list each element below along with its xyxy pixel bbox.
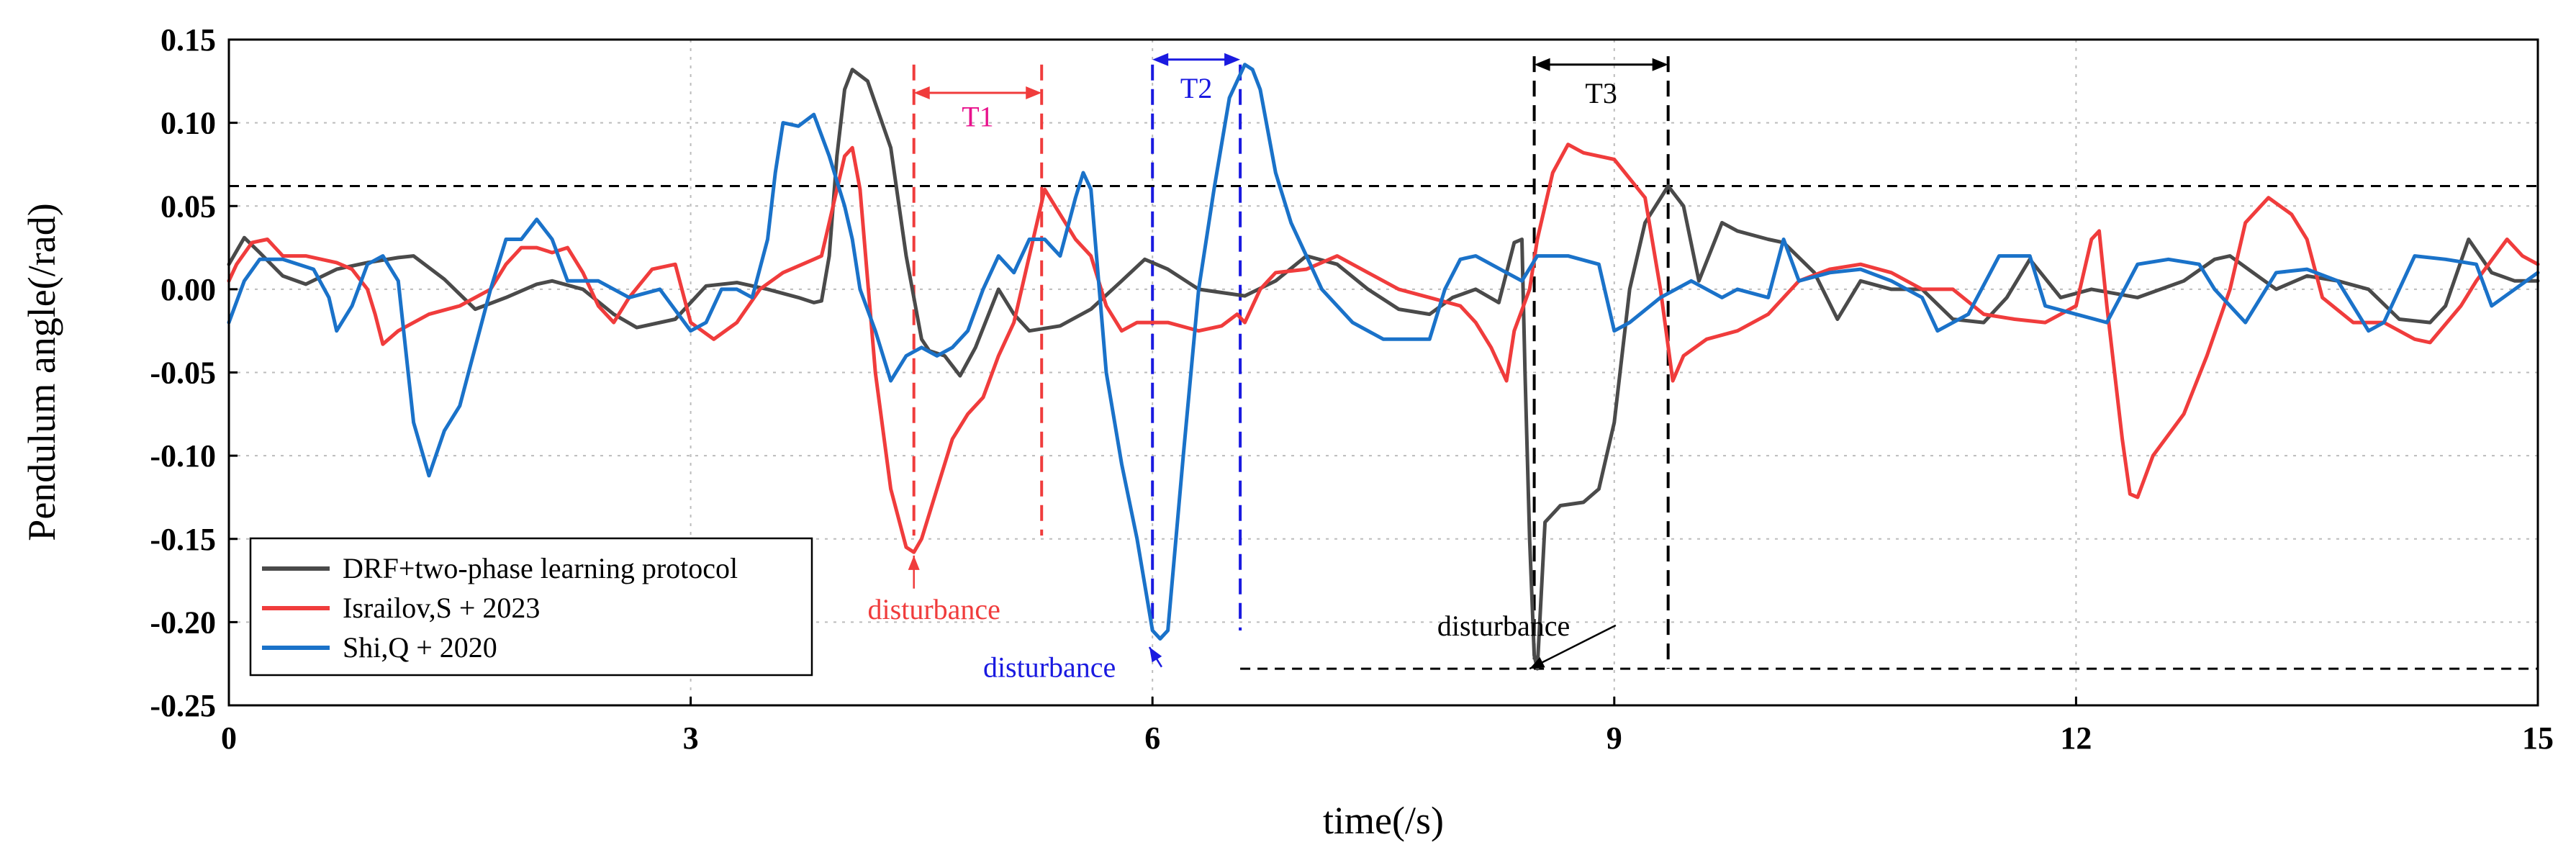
disturbance-annotations: disturbance disturbance disturbance: [868, 555, 1617, 684]
arrowhead-left: [913, 86, 930, 99]
disturbance-label: disturbance: [983, 651, 1116, 684]
y-tick-label: 0.00: [161, 272, 216, 307]
legend-label-drf: DRF+two-phase learning protocol: [343, 552, 738, 584]
arrowhead-right: [1652, 58, 1668, 71]
series-line-drf: [227, 68, 2540, 671]
x-axis-title: time(/s): [1323, 799, 1444, 842]
interval-label-t1: T1: [962, 100, 993, 132]
series-line-shi: [227, 63, 2540, 641]
x-tick-label: 0: [221, 720, 237, 756]
legend-box: [249, 537, 813, 677]
disturbance-arrowhead: [1149, 647, 1162, 663]
disturbance-label: disturbance: [1437, 610, 1570, 642]
axis-ticks: 0 3 6 9 12 15 0.15 0.10 0.05 0.00 -0.05 -0.10 -0.15 -…: [150, 22, 2554, 756]
y-tick-label: -0.15: [150, 522, 216, 557]
interval-label-t2: T2: [1180, 72, 1212, 104]
arrowhead-right: [1224, 53, 1241, 66]
legend: DRF+two-phase learning protocol Israilov…: [249, 537, 813, 677]
disturbance-arrowhead: [1529, 656, 1545, 669]
y-tick-label: 0.05: [161, 189, 216, 224]
y-tick-label: -0.05: [150, 356, 216, 391]
disturbance-pointer: [1529, 624, 1617, 670]
x-tick-label: 3: [683, 720, 699, 756]
y-tick-label: -0.10: [150, 438, 216, 474]
y-tick-label: -0.20: [150, 605, 216, 640]
y-tick-label: 0.15: [161, 22, 216, 58]
interval-markers: T1 T2 T3: [912, 53, 1670, 669]
data-series: [227, 63, 2540, 671]
y-tick-label: 0.10: [161, 106, 216, 141]
legend-label-israilov: Israilov,S + 2023: [343, 592, 540, 624]
y-axis-title: Pendulum angle(/rad): [20, 203, 63, 541]
y-tick-label: -0.25: [150, 688, 216, 723]
series-line-israilov: [227, 143, 2540, 554]
x-tick-label: 15: [2522, 720, 2554, 756]
disturbance-arrowhead: [908, 555, 920, 570]
interval-label-t3: T3: [1585, 77, 1617, 109]
x-tick-label: 9: [1606, 720, 1622, 756]
x-tick-label: 6: [1144, 720, 1160, 756]
arrowhead-right: [1026, 86, 1042, 99]
reference-lines: [229, 185, 2538, 670]
arrowhead-left: [1534, 58, 1550, 71]
disturbance-label: disturbance: [868, 593, 1000, 625]
arrowhead-left: [1152, 53, 1169, 66]
x-tick-label: 12: [2060, 720, 2092, 756]
legend-label-shi: Shi,Q + 2020: [343, 631, 497, 664]
